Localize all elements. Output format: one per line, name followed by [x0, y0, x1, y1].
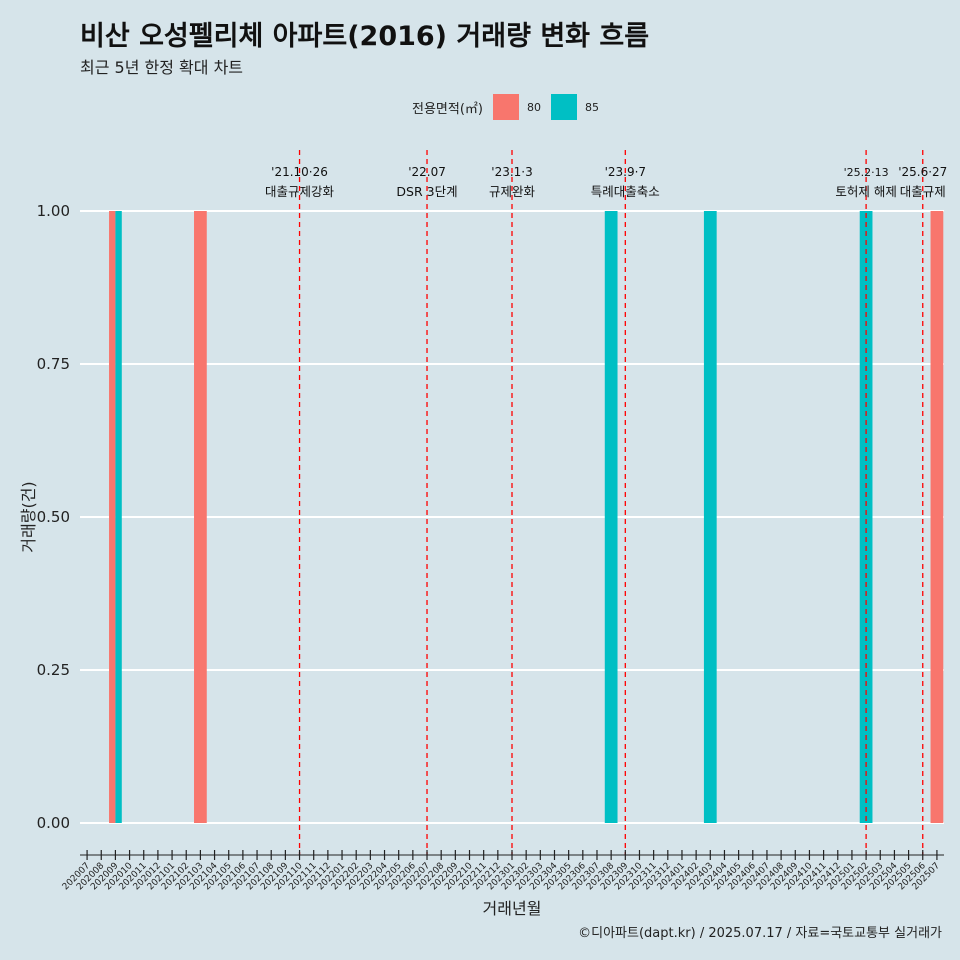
legend-key-85 [550, 94, 577, 120]
event-label: 토허제 해제 [835, 184, 896, 199]
legend-label-85: 85 [584, 100, 599, 114]
event-label: 대출규제강화 [265, 184, 335, 199]
bar-80-202103 [194, 211, 207, 823]
y-tick-label: 0.00 [37, 814, 70, 832]
event-date-label: '21.10·26 [271, 165, 328, 179]
legend-label-80: 80 [526, 100, 541, 114]
y-tick-label: 0.50 [37, 508, 70, 526]
chart-caption: ©디아파트(dapt.kr) / 2025.07.17 / 자료=국토교통부 실… [578, 926, 942, 941]
bar-85-202308 [604, 211, 618, 823]
event-date-label: '23.1·3 [491, 165, 532, 179]
x-axis-title: 거래년월 [483, 899, 542, 918]
event-label: 규제완화 [489, 184, 536, 199]
chart-title: 비산 오성펠리체 아파트(2016) 거래량 변화 흐름 [80, 21, 650, 52]
y-tick-label: 0.75 [37, 355, 70, 373]
legend: 전용면적(㎡) 80 85 [412, 92, 609, 122]
event-date-label: '23.9·7 [605, 165, 646, 179]
bar-85-202009 [115, 211, 122, 823]
event-label: 특례대출축소 [591, 184, 660, 199]
bar-85-202502 [859, 211, 873, 823]
bar-85-202403 [703, 211, 717, 823]
chart-subtitle: 최근 5년 한정 확대 차트 [80, 58, 244, 77]
event-label: DSR 3단계 [396, 184, 457, 199]
y-tick-label: 1.00 [37, 202, 70, 220]
event-date-label: '22.07 [408, 165, 446, 179]
legend-key-80 [492, 94, 519, 120]
event-date-label: '25.6·27 [898, 165, 947, 179]
bar-80-202009 [109, 211, 116, 823]
legend-title: 전용면적(㎡) [412, 101, 483, 117]
event-date-label: '25.2·13 [844, 166, 889, 179]
y-axis-title: 거래량(건) [19, 481, 38, 552]
event-label: 대출규제 [900, 184, 946, 199]
bar-80-202507 [930, 211, 944, 823]
y-tick-label: 0.25 [37, 661, 70, 679]
